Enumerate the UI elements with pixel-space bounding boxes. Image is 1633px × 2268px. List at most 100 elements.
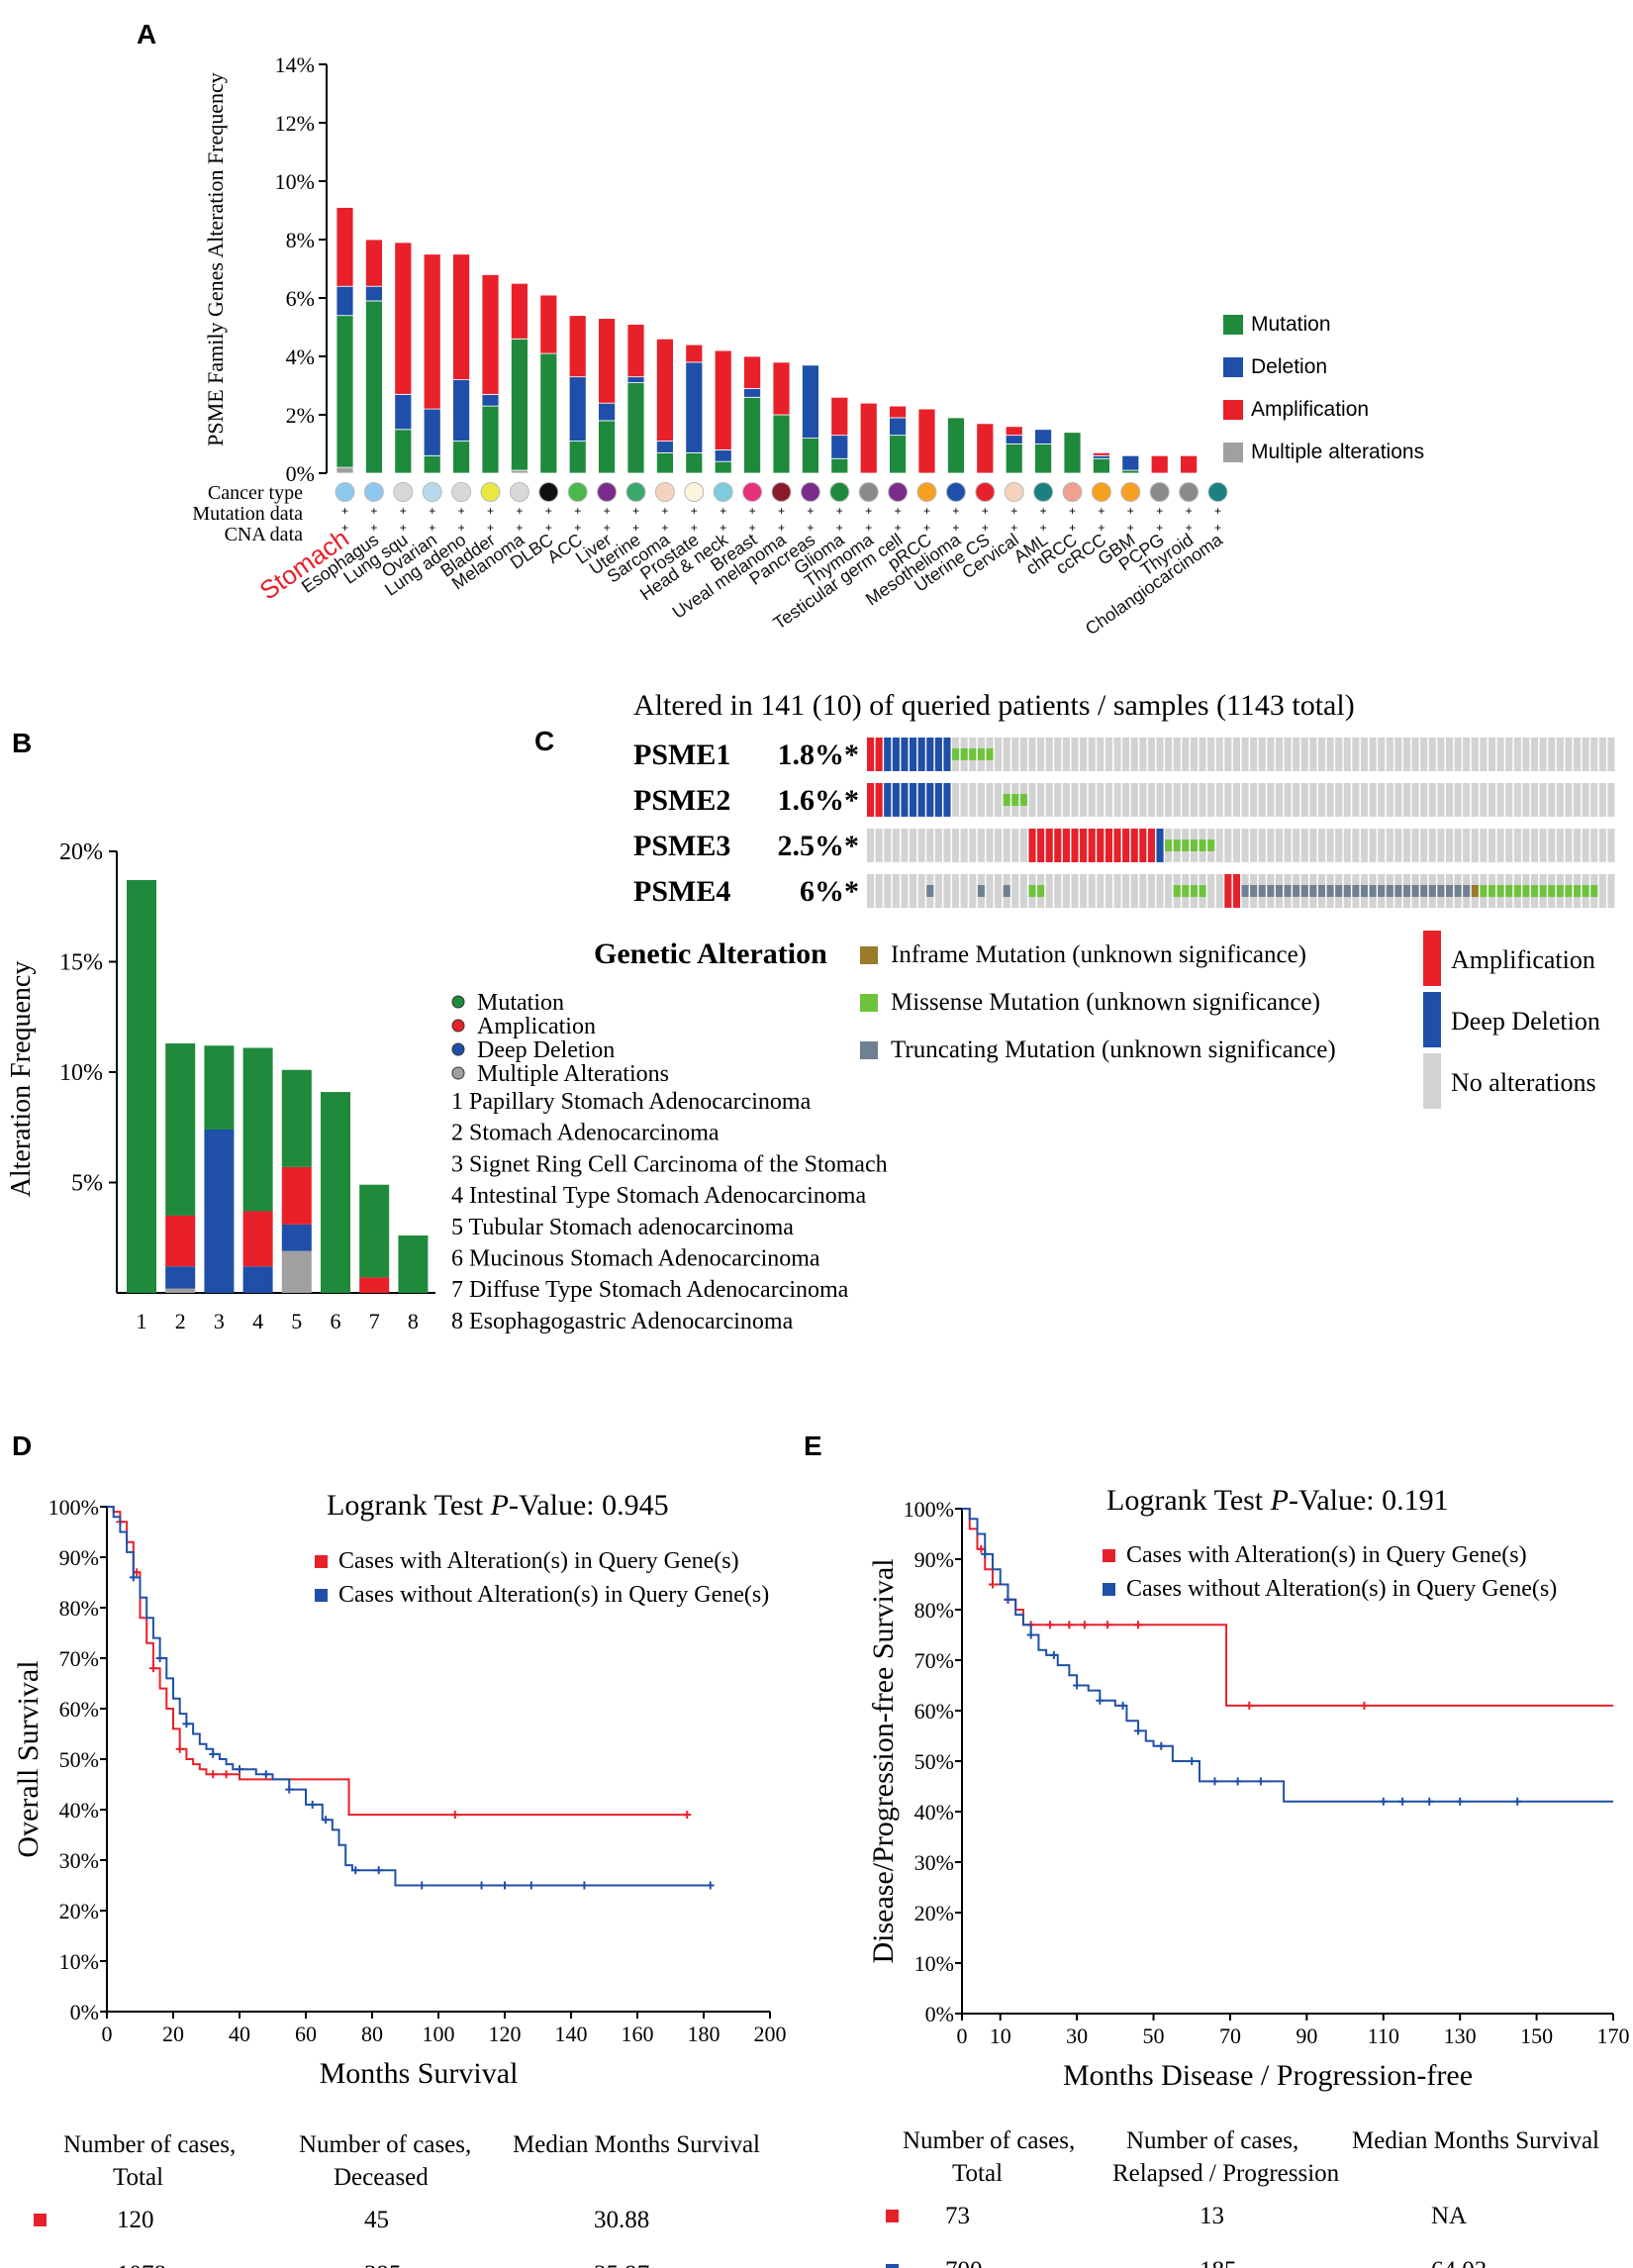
bar-segment <box>1180 454 1198 474</box>
oncoprint-mutation <box>1445 885 1454 897</box>
oncoprint-cell <box>892 874 900 908</box>
oncoprint-alteration <box>934 738 942 771</box>
row-label-cancer-type: Cancer type <box>208 482 303 504</box>
oncoprint-mutation <box>1488 885 1496 897</box>
bar-segment <box>685 344 704 363</box>
oncoprint-alteration <box>1045 829 1053 862</box>
oncoprint-mutation <box>1573 885 1582 897</box>
bar-segment <box>598 318 616 404</box>
cna-data-mark: + <box>661 521 668 535</box>
oncoprint-cell <box>1471 738 1479 771</box>
oncoprint-cell <box>1463 783 1471 817</box>
cna-data-mark: + <box>749 521 756 535</box>
mutation-data-mark: + <box>1214 504 1221 518</box>
x-tick-label: 8 <box>408 1309 419 1333</box>
bar-segment <box>598 402 616 422</box>
table-cell: 45 <box>364 2207 389 2233</box>
legend-swatch <box>1103 1549 1115 1562</box>
oncoprint-cell <box>1088 783 1096 817</box>
cna-data-mark: + <box>952 521 959 535</box>
oncoprint-mutation <box>1360 885 1369 897</box>
bar-segment <box>481 405 500 474</box>
row-label-mutation-data: Mutation data <box>192 503 303 525</box>
oncoprint-cell <box>1122 874 1130 908</box>
oncoprint-cell <box>1402 738 1411 771</box>
table-cell: 64.03 <box>1431 2257 1487 2268</box>
cna-data-mark: + <box>400 521 407 535</box>
oncoprint-cell <box>1394 829 1402 862</box>
mutation-data-mark: + <box>1010 504 1017 518</box>
oncoprint-cell <box>1445 829 1454 862</box>
mutation-data-mark: + <box>749 504 756 518</box>
oncoprint-title: Altered in 141 (10) of queried patients … <box>633 689 1355 722</box>
oncoprint-cell <box>1147 783 1155 817</box>
panel-b: 5% 10% 15% 20% Alteration Frequency 1 2 3 4 5 6 7 8 M… <box>6 839 888 1334</box>
oncoprint-cell <box>952 829 960 862</box>
legend-marker <box>451 1019 465 1033</box>
oncoprint-alteration <box>1232 874 1240 908</box>
oncoprint-cell <box>1326 829 1334 862</box>
bar-segment <box>127 879 156 1293</box>
mutation-data-mark: + <box>661 504 668 518</box>
mutation-data-mark: + <box>545 504 552 518</box>
cna-data-mark: + <box>1186 521 1193 535</box>
oncoprint-cell <box>1513 829 1521 862</box>
oncoprint-mutation <box>1199 885 1206 897</box>
oncoprint-cell <box>1232 829 1240 862</box>
oncoprint-cell <box>1402 829 1411 862</box>
table-header: Number of cases, <box>299 2131 471 2158</box>
y-tick-label: 90% <box>59 1545 99 1570</box>
y-tick-label: 0% <box>925 2002 954 2026</box>
oncoprint-cell <box>1471 829 1479 862</box>
oncoprint-cell <box>1394 783 1402 817</box>
oncoprint-mutation <box>1394 885 1402 897</box>
oncoprint-mutation <box>952 748 960 760</box>
oncoprint-cell <box>1003 829 1010 862</box>
bar-segment <box>656 451 674 474</box>
y-axis-label: PSME Family Genes Alteration Frequency <box>203 72 228 446</box>
x-tick-label: 5 <box>291 1309 302 1333</box>
legend-marker <box>451 1042 465 1056</box>
oncoprint-cell <box>1165 738 1173 771</box>
bar-segment <box>1005 444 1023 474</box>
oncoprint-mutation <box>1402 885 1411 897</box>
cna-data-mark: + <box>923 521 930 535</box>
bar-segment <box>889 417 907 437</box>
y-axis-label: Overall Survival <box>12 1660 45 1857</box>
oncoprint-alteration <box>917 738 925 771</box>
oncoprint-cell <box>1488 829 1496 862</box>
oncoprint-cell <box>934 874 942 908</box>
oncoprint-cell <box>1113 874 1121 908</box>
oncoprint-cell <box>1054 874 1062 908</box>
bar-segment <box>889 405 907 419</box>
oncoprint-cell <box>1607 829 1615 862</box>
x-tick-label: 40 <box>229 2021 250 2046</box>
mutation-data-mark: + <box>487 504 494 518</box>
table-cell: 30.88 <box>594 2207 649 2233</box>
y-tick-label: 70% <box>59 1646 99 1671</box>
oncoprint-cell <box>1488 738 1496 771</box>
table-row-marker <box>886 2264 899 2268</box>
cancer-type-dot <box>538 482 559 502</box>
oncoprint-cell <box>1317 829 1326 862</box>
y-tick-label: 10% <box>59 1060 103 1086</box>
bar-segment <box>568 315 587 378</box>
bar-segment <box>685 361 704 453</box>
panel-c: Altered in 141 (10) of queried patients … <box>594 689 1615 1109</box>
oncoprint-cell <box>1565 829 1573 862</box>
y-tick-label: 8% <box>286 228 315 252</box>
oncoprint-alteration <box>934 783 942 817</box>
oncoprint-cell <box>977 783 985 817</box>
bar-segment <box>394 242 413 395</box>
cna-data-mark: + <box>487 521 494 535</box>
oncoprint-mutation <box>1352 885 1360 897</box>
cna-data-mark: + <box>545 521 552 535</box>
bar-segment <box>165 1215 196 1267</box>
oncoprint-mutation <box>1199 839 1206 851</box>
oncoprint-mutation <box>977 885 985 897</box>
bar-segment <box>889 435 907 474</box>
oncoprint-mutation <box>1513 885 1521 897</box>
oncoprint-cell <box>1548 738 1556 771</box>
cna-data-mark: + <box>895 521 902 535</box>
oncoprint-cell <box>1215 829 1223 862</box>
